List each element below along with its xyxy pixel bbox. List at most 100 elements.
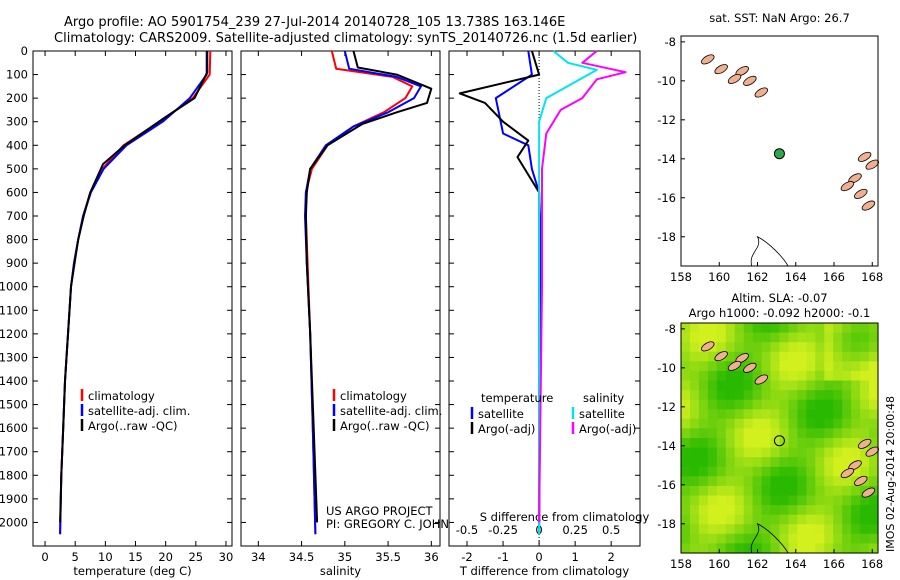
sla-cell bbox=[797, 323, 807, 334]
map-title: Argo h1000: -0.092 h2000: -0.1 bbox=[689, 306, 871, 320]
sla-cell bbox=[752, 485, 763, 497]
sla-cell bbox=[824, 476, 834, 487]
sla-cell bbox=[833, 533, 843, 544]
island-shape bbox=[854, 188, 868, 199]
sla-cell bbox=[707, 380, 718, 391]
sla-cell bbox=[797, 399, 807, 410]
sla-cell bbox=[869, 323, 879, 334]
sla-cell bbox=[734, 390, 745, 401]
imos-timestamp-label: IMOS 02-Aug-2014 20:00:48 bbox=[884, 396, 897, 552]
sla-cell bbox=[770, 466, 781, 477]
x-tick-label: 10 bbox=[98, 550, 113, 564]
sla-cell bbox=[752, 495, 763, 506]
depth-tick-label: 700 bbox=[6, 209, 28, 223]
sla-cell bbox=[824, 485, 834, 497]
sla-cell bbox=[860, 505, 870, 516]
lat-tick-label: -10 bbox=[657, 361, 676, 375]
sla-cell bbox=[806, 399, 816, 410]
sla-cell bbox=[698, 514, 709, 525]
sla-cell bbox=[851, 390, 861, 401]
title-line-2: Climatology: CARS2009. Satellite-adjuste… bbox=[54, 31, 638, 46]
sla-cell bbox=[752, 361, 763, 372]
legend-label: satellite-adj. clim. bbox=[340, 404, 442, 418]
sla-cell bbox=[734, 495, 745, 506]
sla-cell bbox=[725, 380, 736, 391]
sla-cell bbox=[788, 505, 799, 516]
sla-cell bbox=[842, 409, 852, 420]
lat-tick-label: -10 bbox=[657, 74, 676, 88]
sla-cell bbox=[707, 438, 718, 449]
sla-cell bbox=[707, 505, 718, 516]
sla-cell bbox=[707, 361, 718, 372]
sla-cell bbox=[833, 457, 843, 468]
x-tick-label: 35 bbox=[338, 550, 353, 564]
sla-cell bbox=[788, 323, 799, 334]
sla-cell bbox=[842, 505, 852, 516]
sla-cell bbox=[806, 370, 816, 382]
sla-cell bbox=[770, 505, 781, 516]
sla-cell bbox=[851, 485, 861, 497]
sla-cell bbox=[698, 505, 709, 516]
series-line bbox=[59, 51, 209, 523]
sla-cell bbox=[779, 409, 790, 420]
sla-cell bbox=[690, 505, 700, 516]
sla-cell bbox=[860, 533, 870, 544]
x-tick-label: 0 bbox=[41, 550, 48, 564]
sla-cell bbox=[743, 332, 754, 343]
sla-cell bbox=[690, 457, 700, 468]
sla-cell bbox=[698, 409, 709, 420]
depth-tick-label: 1200 bbox=[0, 327, 28, 341]
sla-cell bbox=[770, 351, 781, 362]
sla-cell bbox=[690, 399, 700, 410]
sla-cell bbox=[860, 380, 870, 391]
sla-cell bbox=[842, 361, 852, 372]
sla-cell bbox=[851, 524, 861, 535]
legend-label: satellite bbox=[478, 407, 524, 421]
series-line bbox=[538, 50, 627, 523]
sla-cell bbox=[806, 476, 816, 487]
sla-cell bbox=[770, 361, 781, 372]
lon-tick-label: 162 bbox=[747, 557, 769, 571]
sla-cell bbox=[743, 466, 754, 477]
sla-cell bbox=[869, 409, 879, 420]
lon-tick-label: 166 bbox=[823, 270, 845, 284]
sla-cell bbox=[752, 524, 763, 535]
sla-cell bbox=[797, 543, 807, 554]
sla-cell bbox=[716, 409, 727, 420]
depth-tick-label: 1000 bbox=[0, 280, 28, 294]
depth-tick-label: 1400 bbox=[0, 374, 28, 388]
sla-cell bbox=[707, 447, 718, 458]
sla-cell bbox=[869, 524, 879, 535]
island-shape bbox=[861, 487, 876, 498]
x-tick-label: 30 bbox=[219, 550, 234, 564]
sla-cell bbox=[806, 543, 816, 554]
sla-cell bbox=[824, 370, 834, 382]
sla-cell bbox=[788, 543, 799, 554]
sla-cell bbox=[716, 466, 727, 477]
sla-cell bbox=[815, 476, 825, 487]
sla-cell bbox=[815, 409, 825, 420]
sla-cell bbox=[716, 370, 727, 382]
sla-cell bbox=[824, 390, 834, 401]
sla-cell bbox=[734, 533, 745, 544]
sla-cell bbox=[788, 447, 799, 458]
sla-cell bbox=[690, 533, 700, 544]
sla-cell bbox=[752, 390, 763, 401]
sla-cell bbox=[815, 447, 825, 458]
sla-cell bbox=[815, 370, 825, 382]
sla-cell bbox=[806, 409, 816, 420]
sla-cell bbox=[752, 476, 763, 487]
sla-cell bbox=[681, 323, 691, 334]
sla-cell bbox=[788, 533, 799, 544]
sla-cell bbox=[752, 399, 763, 410]
sla-cell bbox=[806, 342, 816, 353]
plot-frame-2 bbox=[240, 50, 441, 547]
sla-cell bbox=[851, 361, 861, 372]
sla-cell bbox=[779, 457, 790, 468]
sla-cell bbox=[698, 438, 709, 449]
island-shape bbox=[754, 87, 769, 98]
sla-cell bbox=[681, 409, 691, 420]
sla-cell bbox=[761, 342, 772, 353]
sla-cell bbox=[842, 447, 852, 458]
